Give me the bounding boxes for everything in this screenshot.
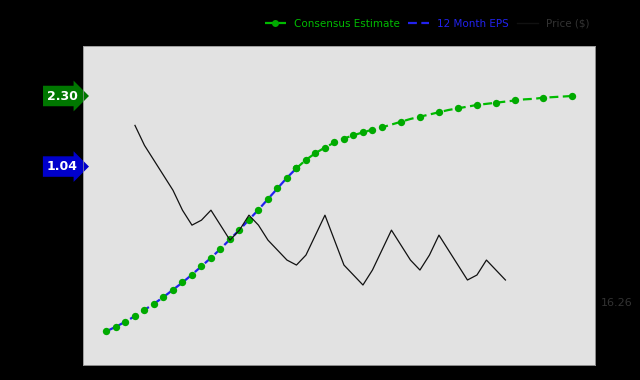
Point	[538, 95, 548, 101]
Point	[120, 319, 131, 325]
Point	[140, 307, 150, 313]
Point	[339, 136, 349, 142]
Point	[567, 93, 577, 99]
Point	[510, 97, 520, 103]
Point	[130, 313, 140, 319]
Point	[168, 287, 178, 293]
Point	[396, 119, 406, 125]
Point	[234, 227, 244, 233]
Point	[101, 328, 111, 334]
Point	[453, 105, 463, 111]
Point	[320, 144, 330, 150]
Point	[472, 102, 482, 108]
Text: 2.30: 2.30	[47, 90, 77, 103]
Point	[158, 294, 168, 300]
Legend: Consensus Estimate, 12 Month EPS, Price ($): Consensus Estimate, 12 Month EPS, Price …	[265, 19, 590, 29]
Point	[415, 114, 425, 120]
Point	[377, 124, 387, 130]
Point	[177, 279, 188, 285]
Point	[253, 207, 264, 213]
Point	[206, 255, 216, 261]
Point	[291, 165, 301, 171]
Point	[301, 157, 311, 163]
Point	[491, 100, 501, 106]
Point	[291, 165, 301, 171]
Point	[358, 129, 368, 135]
Point	[196, 263, 207, 269]
Point	[348, 132, 358, 138]
Point	[111, 324, 121, 330]
Point	[215, 246, 225, 252]
Point	[330, 139, 340, 146]
Point	[273, 185, 283, 192]
Point	[263, 196, 273, 202]
Point	[149, 301, 159, 307]
Point	[187, 272, 197, 278]
Text: 1.04: 1.04	[47, 160, 77, 173]
Point	[282, 175, 292, 181]
Point	[225, 236, 235, 242]
Point	[310, 150, 321, 156]
Point	[367, 127, 378, 133]
Point	[244, 217, 254, 223]
Point	[434, 109, 444, 115]
